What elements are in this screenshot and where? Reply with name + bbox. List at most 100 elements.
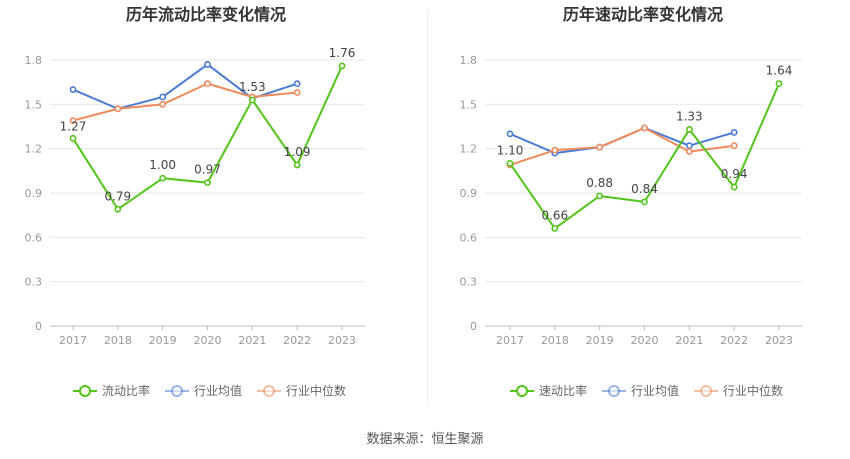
data-label: 0.88 bbox=[586, 176, 613, 190]
series-line-0 bbox=[509, 83, 780, 230]
data-point bbox=[685, 126, 693, 133]
x-tick-label: 2019 bbox=[149, 334, 177, 347]
y-tick-label: 1.5 bbox=[460, 98, 478, 111]
data-point bbox=[685, 142, 693, 150]
x-tick-label: 2023 bbox=[328, 334, 356, 347]
data-label: 1.53 bbox=[239, 80, 266, 94]
data-label: 1.64 bbox=[766, 64, 793, 78]
x-tick-label: 2020 bbox=[194, 334, 222, 347]
y-tick-label: 0.6 bbox=[460, 231, 478, 244]
data-label: 0.97 bbox=[194, 163, 221, 177]
legend-item[interactable]: 行业均值 bbox=[602, 383, 679, 398]
data-point bbox=[293, 89, 301, 96]
legend-marker bbox=[608, 385, 620, 397]
data-label: 0.66 bbox=[541, 208, 568, 222]
x-tick-label: 2022 bbox=[720, 334, 748, 347]
data-point bbox=[551, 225, 559, 232]
x-tick-label: 2017 bbox=[496, 334, 524, 347]
data-point bbox=[730, 183, 738, 191]
legend-label: 行业中位数 bbox=[723, 383, 783, 398]
legend-marker bbox=[700, 385, 712, 397]
data-point bbox=[159, 174, 167, 182]
data-point bbox=[248, 96, 256, 104]
data-point bbox=[204, 80, 211, 88]
data-point bbox=[69, 117, 77, 124]
data-point bbox=[775, 80, 783, 88]
y-tick-label: 0.6 bbox=[25, 231, 43, 244]
data-label: 1.76 bbox=[329, 46, 356, 60]
data-point bbox=[596, 192, 604, 200]
data-point bbox=[69, 86, 77, 93]
x-tick-label: 2018 bbox=[104, 334, 132, 347]
data-point bbox=[730, 142, 738, 150]
data-point bbox=[730, 129, 738, 136]
data-point bbox=[69, 134, 77, 142]
series-line-2 bbox=[72, 82, 298, 122]
legend-marker bbox=[516, 385, 528, 397]
y-tick-label: 1.5 bbox=[25, 98, 43, 111]
series-line-2 bbox=[509, 126, 735, 166]
quick-ratio-chart: 历年速动比率变化情况 0 0.3 0.6 0.9 1.2 1.5 1.8 2017 2018 201… bbox=[460, 5, 802, 398]
data-point bbox=[293, 80, 301, 88]
legend-label: 行业均值 bbox=[631, 383, 679, 398]
data-point bbox=[114, 205, 122, 213]
y-tick-label: 0.9 bbox=[460, 187, 478, 200]
x-tick-label: 2017 bbox=[59, 334, 87, 347]
data-point bbox=[159, 93, 167, 101]
data-point bbox=[506, 130, 514, 138]
data-label: 1.33 bbox=[676, 109, 703, 123]
current-ratio-chart: 历年流动比率变化情况 0 0.3 0.6 0.9 1.2 1.5 1.8 2017 2018 201… bbox=[25, 5, 365, 398]
data-point bbox=[641, 198, 648, 206]
data-point bbox=[338, 62, 346, 70]
legend-label: 速动比率 bbox=[539, 383, 587, 398]
x-tick-label: 2020 bbox=[631, 334, 659, 347]
y-tick-label: 1.2 bbox=[25, 143, 43, 156]
x-tick-label: 2022 bbox=[283, 334, 311, 347]
data-point bbox=[641, 124, 648, 132]
legend-marker bbox=[79, 385, 91, 397]
data-label: 1.27 bbox=[60, 119, 87, 133]
legend-marker bbox=[171, 385, 183, 397]
data-label: 1.10 bbox=[497, 143, 524, 157]
data-label: 0.79 bbox=[104, 189, 131, 203]
data-point bbox=[293, 161, 301, 169]
data-point bbox=[551, 146, 559, 154]
y-tick-label: 0.9 bbox=[25, 187, 43, 200]
y-tick-label: 0 bbox=[35, 320, 42, 333]
legend-item[interactable]: 行业中位数 bbox=[694, 383, 783, 398]
x-tick-label: 2021 bbox=[238, 334, 266, 347]
legend-marker bbox=[263, 385, 275, 397]
legend-label: 行业均值 bbox=[194, 383, 242, 398]
x-tick-label: 2021 bbox=[675, 334, 703, 347]
data-source: 数据来源：恒生聚源 bbox=[366, 432, 484, 447]
chart-title: 历年流动比率变化情况 bbox=[126, 5, 286, 24]
x-tick-label: 2018 bbox=[541, 334, 569, 347]
data-label: 1.00 bbox=[149, 158, 176, 172]
y-tick-label: 1.2 bbox=[460, 143, 478, 156]
legend-label: 流动比率 bbox=[102, 383, 150, 398]
data-point bbox=[596, 143, 604, 151]
x-tick-label: 2023 bbox=[765, 334, 793, 347]
data-label: 0.84 bbox=[631, 182, 658, 196]
data-point bbox=[506, 160, 514, 167]
data-label: 0.94 bbox=[721, 167, 748, 181]
data-point bbox=[159, 100, 167, 108]
data-point bbox=[204, 179, 211, 187]
legend-item[interactable]: 流动比率 bbox=[73, 383, 150, 398]
series-line-0 bbox=[72, 65, 343, 211]
y-tick-label: 1.8 bbox=[25, 54, 43, 67]
y-tick-label: 0.3 bbox=[460, 276, 478, 289]
legend-item[interactable]: 速动比率 bbox=[510, 383, 587, 398]
y-tick-label: 0.3 bbox=[25, 276, 43, 289]
y-tick-label: 0 bbox=[470, 320, 477, 333]
legend-item[interactable]: 行业中位数 bbox=[257, 383, 346, 398]
legend-label: 行业中位数 bbox=[286, 383, 346, 398]
y-tick-label: 1.8 bbox=[460, 54, 478, 67]
legend-item[interactable]: 行业均值 bbox=[165, 383, 242, 398]
data-point bbox=[114, 105, 122, 113]
chart-title: 历年速动比率变化情况 bbox=[563, 5, 723, 24]
data-label: 1.09 bbox=[284, 145, 311, 159]
data-point bbox=[204, 61, 211, 68]
data-point bbox=[685, 148, 693, 156]
